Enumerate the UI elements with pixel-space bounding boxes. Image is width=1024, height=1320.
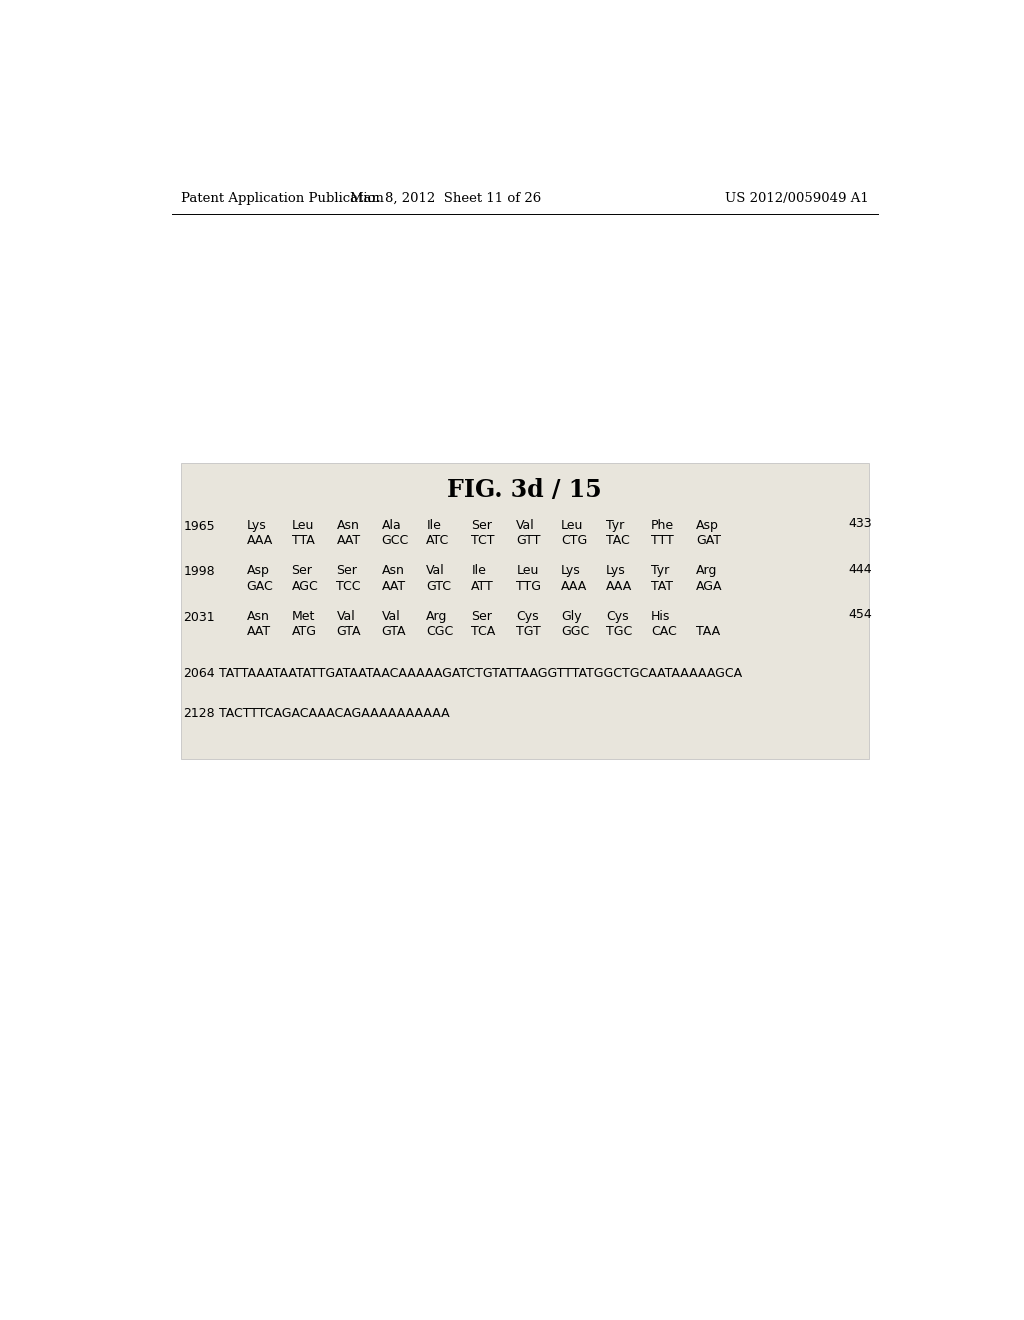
Text: Ser: Ser — [337, 564, 357, 577]
Text: 1965: 1965 — [183, 520, 215, 533]
Text: AGC: AGC — [292, 579, 318, 593]
Text: AAT: AAT — [381, 579, 406, 593]
Text: Phe: Phe — [651, 519, 674, 532]
Text: Ser: Ser — [292, 564, 312, 577]
Text: AAT: AAT — [337, 535, 360, 548]
Text: 433: 433 — [849, 517, 872, 531]
Text: Ile: Ile — [426, 519, 441, 532]
Text: Arg: Arg — [696, 564, 718, 577]
Text: TAA: TAA — [696, 626, 720, 638]
Text: Asp: Asp — [247, 564, 269, 577]
Text: His: His — [651, 610, 671, 623]
Text: TCC: TCC — [337, 579, 361, 593]
Text: TAC: TAC — [606, 535, 630, 548]
Text: Asn: Asn — [247, 610, 269, 623]
Text: AAT: AAT — [247, 626, 270, 638]
Text: Tyr: Tyr — [606, 519, 625, 532]
Text: 454: 454 — [849, 609, 872, 622]
FancyBboxPatch shape — [180, 462, 869, 759]
Text: TTG: TTG — [516, 579, 542, 593]
Text: TATTAAATAATATTGATAATAACAAAAAGATCTGTATTAAGGTTTATGGCTGCAATAAAAAGCA: TATTAAATAATATTGATAATAACAAAAAGATCTGTATTAA… — [219, 667, 742, 680]
Text: Val: Val — [337, 610, 355, 623]
Text: TACTTTCAGACAAACAGAAAAAAAAAA: TACTTTCAGACAAACAGAAAAAAAAAA — [219, 706, 451, 719]
Text: CGC: CGC — [426, 626, 454, 638]
Text: AAA: AAA — [561, 579, 588, 593]
Text: Lys: Lys — [606, 564, 626, 577]
Text: GTT: GTT — [516, 535, 541, 548]
Text: GTC: GTC — [426, 579, 452, 593]
Text: 444: 444 — [849, 562, 872, 576]
Text: US 2012/0059049 A1: US 2012/0059049 A1 — [725, 191, 869, 205]
Text: Mar. 8, 2012  Sheet 11 of 26: Mar. 8, 2012 Sheet 11 of 26 — [350, 191, 542, 205]
FancyBboxPatch shape — [128, 158, 922, 1175]
Text: GTA: GTA — [381, 626, 406, 638]
Text: TCT: TCT — [471, 535, 495, 548]
Text: CAC: CAC — [651, 626, 677, 638]
Text: Val: Val — [516, 519, 535, 532]
Text: Asn: Asn — [381, 564, 404, 577]
Text: AAA: AAA — [606, 579, 633, 593]
Text: TAT: TAT — [651, 579, 673, 593]
Text: Ser: Ser — [471, 519, 493, 532]
Text: Ala: Ala — [381, 519, 401, 532]
Text: Asp: Asp — [696, 519, 719, 532]
Text: Lys: Lys — [247, 519, 266, 532]
Text: GAT: GAT — [696, 535, 721, 548]
Text: Ser: Ser — [471, 610, 493, 623]
Text: ATG: ATG — [292, 626, 316, 638]
Text: GCC: GCC — [381, 535, 409, 548]
Text: Ile: Ile — [471, 564, 486, 577]
Text: TGT: TGT — [516, 626, 541, 638]
Text: Cys: Cys — [606, 610, 629, 623]
Text: Val: Val — [381, 610, 400, 623]
Text: Lys: Lys — [561, 564, 581, 577]
Text: Patent Application Publication: Patent Application Publication — [180, 191, 384, 205]
Text: 1998: 1998 — [183, 565, 215, 578]
Text: Asn: Asn — [337, 519, 359, 532]
Text: FIG. 3d / 15: FIG. 3d / 15 — [447, 478, 602, 502]
Text: AGA: AGA — [696, 579, 723, 593]
Text: Val: Val — [426, 564, 445, 577]
Text: ATC: ATC — [426, 535, 450, 548]
Text: Gly: Gly — [561, 610, 582, 623]
Text: Leu: Leu — [516, 564, 539, 577]
Text: Met: Met — [292, 610, 315, 623]
Text: 2064: 2064 — [183, 667, 215, 680]
Text: ATT: ATT — [471, 579, 494, 593]
Text: GGC: GGC — [561, 626, 590, 638]
Text: Cys: Cys — [516, 610, 539, 623]
Text: 2031: 2031 — [183, 611, 215, 624]
Text: TCA: TCA — [471, 626, 496, 638]
Text: CTG: CTG — [561, 535, 588, 548]
Text: TGC: TGC — [606, 626, 633, 638]
Text: Arg: Arg — [426, 610, 447, 623]
Text: Leu: Leu — [292, 519, 314, 532]
Text: GAC: GAC — [247, 579, 273, 593]
Text: Leu: Leu — [561, 519, 584, 532]
Text: TTT: TTT — [651, 535, 674, 548]
Text: 2128: 2128 — [183, 706, 215, 719]
Text: TTA: TTA — [292, 535, 314, 548]
Text: GTA: GTA — [337, 626, 361, 638]
Text: AAA: AAA — [247, 535, 272, 548]
Text: Tyr: Tyr — [651, 564, 670, 577]
